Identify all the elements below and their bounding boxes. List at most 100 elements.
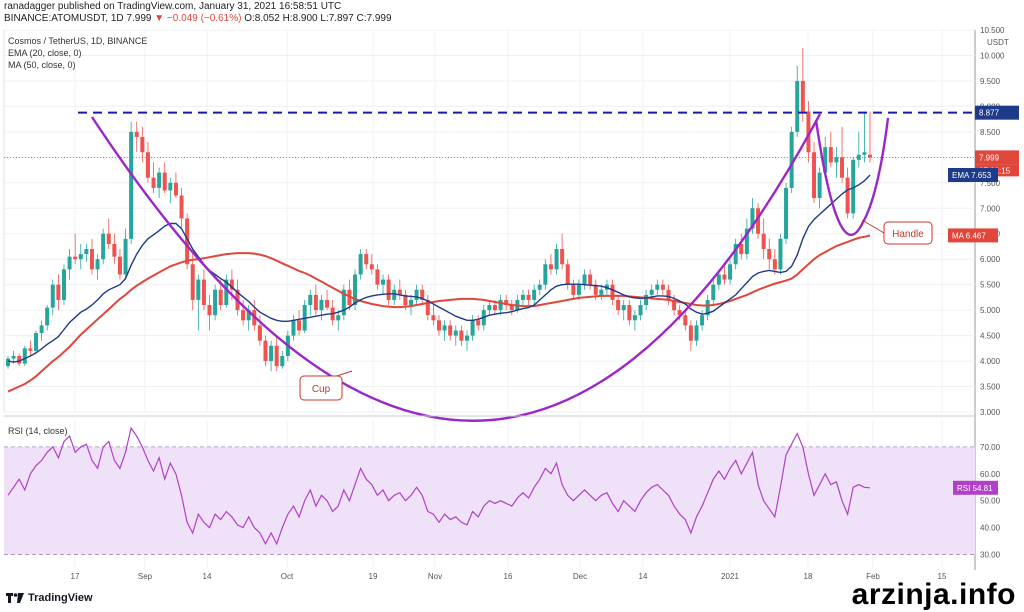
tradingview-logo[interactable]: TradingView (6, 592, 93, 604)
candle-body (325, 299, 330, 308)
candle-body (185, 218, 190, 265)
candle-body (229, 279, 234, 290)
candle-body (828, 147, 833, 163)
candle-body (190, 264, 195, 300)
handle-label: Handle (892, 229, 924, 240)
time-tick-label: 18 (804, 572, 813, 581)
candle-body (520, 294, 525, 300)
candle-body (672, 299, 677, 311)
candle-body (716, 274, 721, 285)
candle-body (269, 345, 274, 362)
candle-body (459, 330, 464, 341)
price-tick-label: 7.000 (980, 204, 1001, 213)
candle-body (241, 310, 246, 321)
ema-price-label-bg (948, 168, 998, 183)
candle-body (179, 195, 184, 219)
time-tick-label: Sep (138, 572, 153, 581)
currency-label: USDT (987, 38, 1009, 47)
candle-body (117, 256, 122, 275)
candle-body (291, 320, 296, 336)
candle-body (168, 182, 173, 191)
candle-body (246, 310, 251, 321)
candle-body (257, 325, 262, 341)
candle-body (778, 238, 783, 270)
candle-body (129, 131, 134, 239)
candle-body (224, 279, 229, 306)
candle-body (313, 294, 318, 311)
price-tick-label: 5.000 (980, 306, 1001, 315)
rsi-tick-label: 30.00 (980, 551, 1001, 560)
candle-body (711, 284, 716, 300)
candle-body (800, 80, 805, 112)
candle-body (464, 335, 469, 341)
candle-body (492, 305, 497, 311)
candle-body (599, 289, 604, 295)
price-chart[interactable]: 10.50010.0009.5009.0008.5008.0007.5007.0… (0, 26, 1024, 588)
candle-body (95, 259, 100, 270)
candle-body (817, 172, 822, 199)
candle-body (56, 284, 61, 300)
candle-body (756, 208, 761, 234)
candle-body (61, 269, 66, 300)
candle-body (660, 284, 665, 290)
candle-body (610, 284, 615, 300)
candle-body (868, 154, 872, 158)
rsi-tick-label: 40.00 (980, 524, 1001, 533)
price-tick-label: 9.500 (980, 77, 1001, 86)
cup-curve (90, 113, 822, 422)
candle-body (33, 333, 38, 351)
handle-curve (814, 117, 890, 236)
ma-price-label: MA 6.467 (948, 228, 998, 243)
candle-body (45, 307, 50, 326)
candle-body (420, 289, 425, 300)
candle-body (369, 264, 374, 270)
candle-body (157, 172, 162, 188)
candle-body (694, 325, 699, 341)
price-tick-label: 5.500 (980, 281, 1001, 290)
candle-body (22, 348, 27, 364)
ema-price-label: EMA 7.653 (948, 168, 998, 183)
candle-body (6, 358, 10, 367)
candle-body (487, 305, 492, 311)
candle-body (134, 131, 139, 137)
candle-body (308, 294, 313, 306)
candle-body (649, 289, 654, 295)
symbol-ohlc-line: BINANCE:ATOMUSDT, 1D 7.999 ▼ −0.049 (−0.… (4, 13, 392, 24)
candle-body (733, 243, 738, 265)
candle-body (537, 284, 542, 290)
candle-body (644, 294, 649, 306)
candle-body (425, 299, 430, 316)
candle-body (565, 264, 570, 285)
rsi-line (7, 426, 871, 546)
candle-body (274, 345, 279, 367)
candle-body (17, 355, 22, 364)
candle-body (744, 228, 749, 255)
candle-body (140, 136, 145, 153)
ema-line (7, 174, 871, 363)
candle-body (784, 187, 789, 239)
candle-body (504, 299, 509, 306)
candle-body (106, 233, 111, 244)
candle-body (409, 299, 414, 306)
price-tick-label: 4.500 (980, 332, 1001, 341)
candle-body (173, 182, 178, 196)
candle-body (548, 264, 553, 270)
candle-body (414, 289, 419, 300)
chart-header: ranadagger published on TradingView.com,… (0, 0, 1024, 26)
price-tick-label: 10.000 (980, 51, 1005, 60)
price-tick-label: 10.500 (980, 26, 1005, 35)
price-pane-title: Cosmos / TetherUS, 1D, BINANCE (8, 36, 147, 46)
time-tick-label: Feb (866, 572, 880, 581)
handle-box (883, 221, 933, 245)
tradingview-label: TradingView (28, 592, 93, 604)
candle-body (218, 289, 223, 306)
rsi-pane-title: RSI (14, close) (8, 426, 68, 436)
candle-body (761, 233, 766, 250)
candle-body (576, 284, 581, 295)
time-tick-label: 14 (639, 572, 648, 581)
candle-body (795, 80, 800, 132)
candle-body (498, 299, 503, 311)
candle-body (806, 111, 811, 153)
rsi-last-label-text: RSI 54.81 (957, 484, 993, 493)
candle-body (358, 254, 363, 275)
